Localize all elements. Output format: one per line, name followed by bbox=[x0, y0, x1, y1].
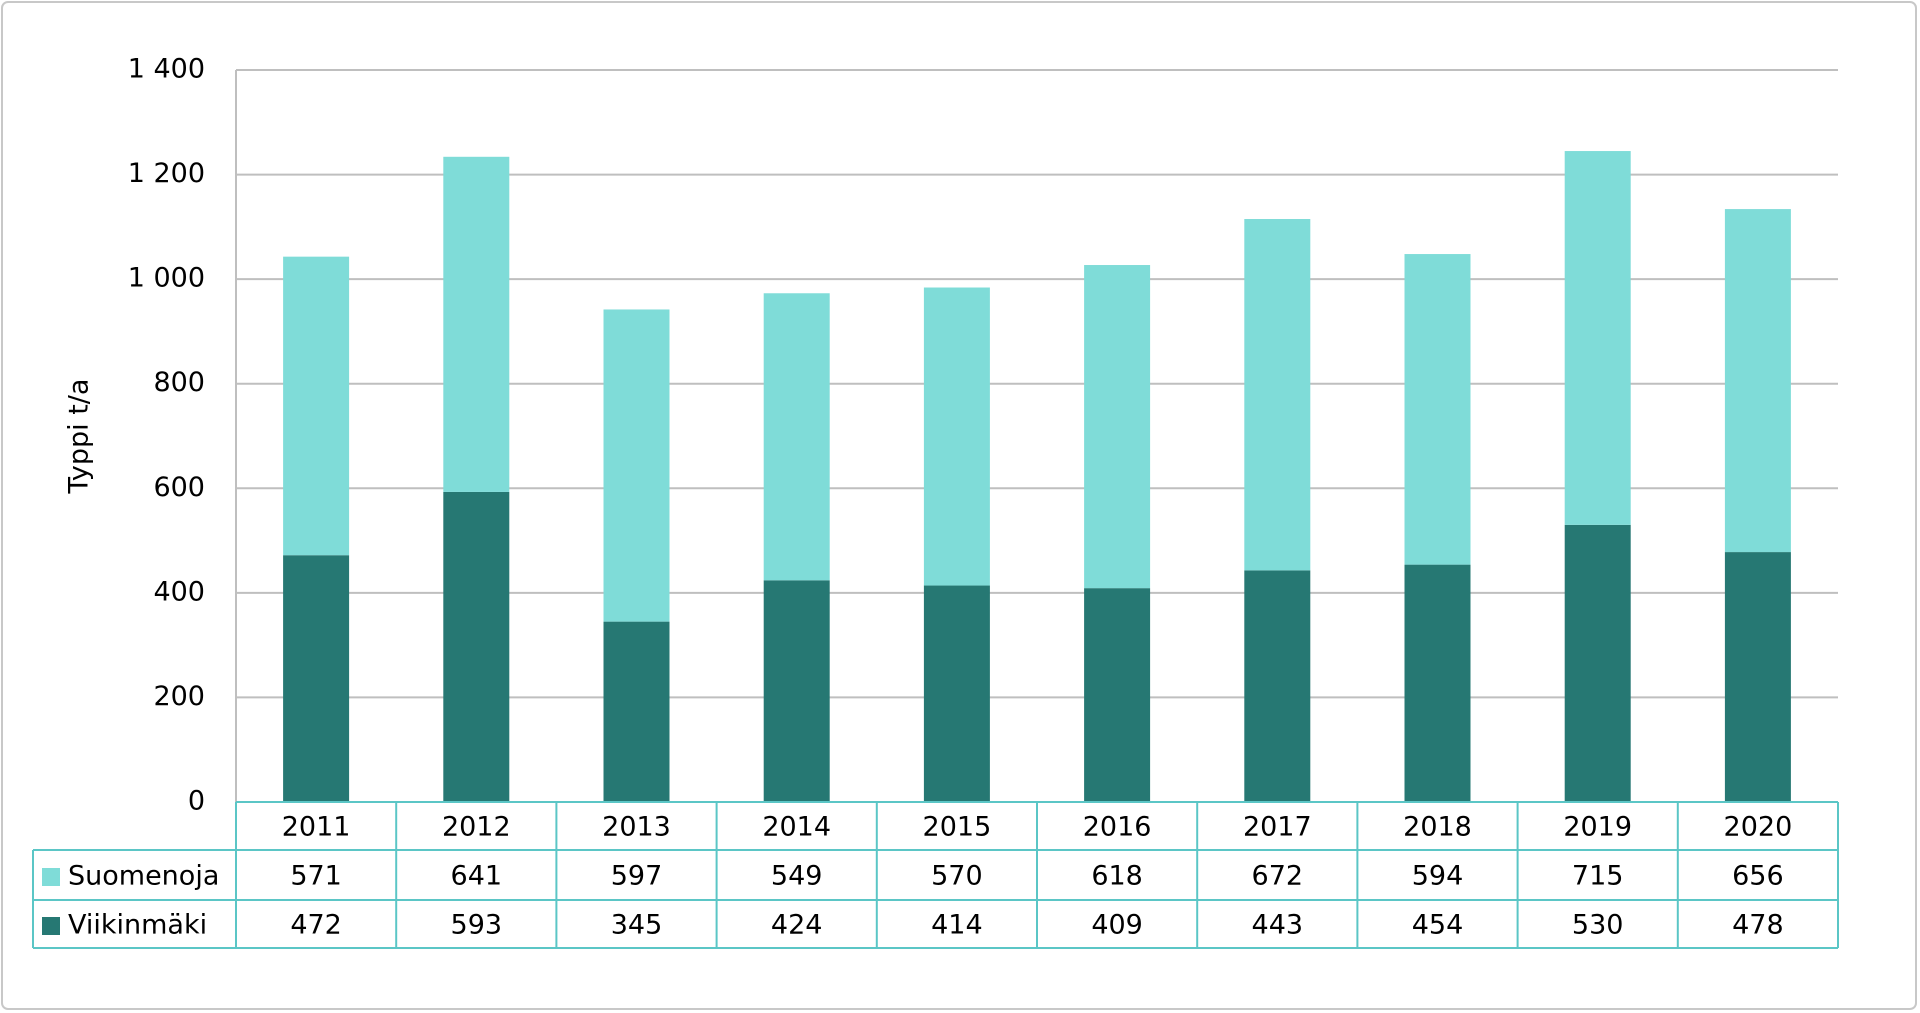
bar-segment bbox=[603, 309, 670, 622]
bar-segment bbox=[283, 555, 350, 802]
data-table-value: 443 bbox=[1252, 910, 1304, 941]
data-table-value: 454 bbox=[1412, 910, 1464, 941]
bar-segment bbox=[1084, 588, 1151, 802]
y-tick-label: 400 bbox=[153, 576, 205, 607]
x-tick-label: 2014 bbox=[762, 812, 831, 843]
bar-segment bbox=[1404, 564, 1471, 802]
data-table-value: 472 bbox=[290, 910, 342, 941]
data-table-value: 549 bbox=[771, 861, 823, 892]
bar-segment bbox=[1724, 209, 1791, 553]
bar-segment bbox=[763, 293, 830, 581]
bar-segment bbox=[1084, 265, 1151, 589]
data-table-value: 571 bbox=[290, 861, 342, 892]
x-tick-label: 2020 bbox=[1724, 812, 1793, 843]
x-tick-label: 2018 bbox=[1403, 812, 1472, 843]
legend-label: Suomenoja bbox=[68, 861, 219, 892]
x-tick-label: 2016 bbox=[1083, 812, 1152, 843]
data-table-value: 345 bbox=[611, 910, 663, 941]
data-table-value: 656 bbox=[1732, 861, 1784, 892]
bar-segment bbox=[1564, 151, 1631, 525]
data-table-value: 409 bbox=[1091, 910, 1143, 941]
y-tick-label: 0 bbox=[188, 786, 205, 817]
data-table-value: 570 bbox=[931, 861, 983, 892]
bar-segment bbox=[763, 580, 830, 802]
data-table-value: 530 bbox=[1572, 910, 1624, 941]
x-tick-label: 2012 bbox=[442, 812, 511, 843]
data-table-value: 715 bbox=[1572, 861, 1624, 892]
legend-label: Viikinmäki bbox=[68, 910, 207, 941]
bar-segment bbox=[1244, 219, 1311, 571]
bar-segment bbox=[603, 621, 670, 802]
y-tick-label: 1 000 bbox=[128, 263, 205, 294]
y-tick-label: 800 bbox=[153, 367, 205, 398]
data-table-value: 414 bbox=[931, 910, 983, 941]
bar-segment bbox=[923, 585, 990, 802]
bar-segment bbox=[1724, 552, 1791, 802]
x-tick-label: 2017 bbox=[1243, 812, 1312, 843]
bar-segment bbox=[443, 156, 510, 492]
data-table-value: 594 bbox=[1412, 861, 1464, 892]
legend-swatch bbox=[42, 868, 60, 886]
bar-segment bbox=[923, 287, 990, 586]
data-table-value: 424 bbox=[771, 910, 823, 941]
x-tick-label: 2015 bbox=[923, 812, 992, 843]
bar-segment bbox=[1404, 254, 1471, 565]
x-tick-label: 2019 bbox=[1563, 812, 1632, 843]
y-tick-label: 1 200 bbox=[128, 158, 205, 189]
y-tick-label: 1 400 bbox=[128, 54, 205, 85]
data-table-value: 593 bbox=[451, 910, 503, 941]
y-tick-label: 600 bbox=[153, 472, 205, 503]
data-table-value: 672 bbox=[1252, 861, 1304, 892]
bar-segment bbox=[283, 256, 350, 556]
data-table-value: 641 bbox=[451, 861, 503, 892]
y-tick-label: 200 bbox=[153, 681, 205, 712]
legend-swatch bbox=[42, 917, 60, 935]
bar-segment bbox=[443, 491, 510, 802]
bar-segment bbox=[1244, 570, 1311, 802]
y-axis-label: Typpi t/a bbox=[64, 379, 95, 495]
x-tick-label: 2013 bbox=[602, 812, 671, 843]
bar-segment bbox=[1564, 524, 1631, 802]
x-tick-label: 2011 bbox=[282, 812, 351, 843]
data-table-value: 618 bbox=[1091, 861, 1143, 892]
data-table-value: 597 bbox=[611, 861, 663, 892]
data-table-value: 478 bbox=[1732, 910, 1784, 941]
